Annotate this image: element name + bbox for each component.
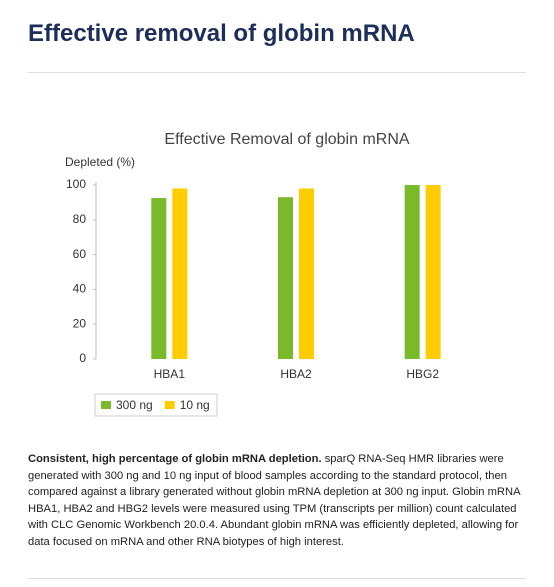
bar [172,188,188,359]
legend-label: 10 ng [180,398,210,412]
bar [299,188,314,359]
caption: Consistent, high percentage of globin mR… [28,451,520,550]
bar [425,185,441,359]
y-tick-label: 80 [73,212,87,226]
chart: Effective Removal of globin mRNA Deplete… [65,131,441,417]
y-tick-label: 100 [66,177,86,191]
y-axis-label: Depleted (%) [65,155,135,169]
legend-box [94,393,218,417]
chart-title: Effective Removal of globin mRNA [164,131,409,148]
page-title: Effective removal of globin mRNA [28,20,415,47]
legend-swatch [101,401,111,409]
legend-label: 300 ng [116,398,153,412]
divider [28,578,526,579]
x-tick-label: HBA1 [154,367,186,381]
y-tick-label: 60 [73,247,87,261]
x-tick-label: HBG2 [406,367,439,381]
bar [278,197,293,359]
y-tick-label: 20 [73,316,87,330]
legend-swatch [164,401,175,409]
bar [151,198,167,359]
y-tick-label: 0 [79,351,86,365]
x-tick-label: HBA2 [280,367,312,381]
divider [28,72,526,73]
bar [404,185,420,359]
y-tick-label: 40 [73,282,87,296]
caption-lead: Consistent, high percentage of globin mR… [28,453,322,465]
caption-text: sparQ RNA-Seq HMR libraries were generat… [28,453,520,548]
